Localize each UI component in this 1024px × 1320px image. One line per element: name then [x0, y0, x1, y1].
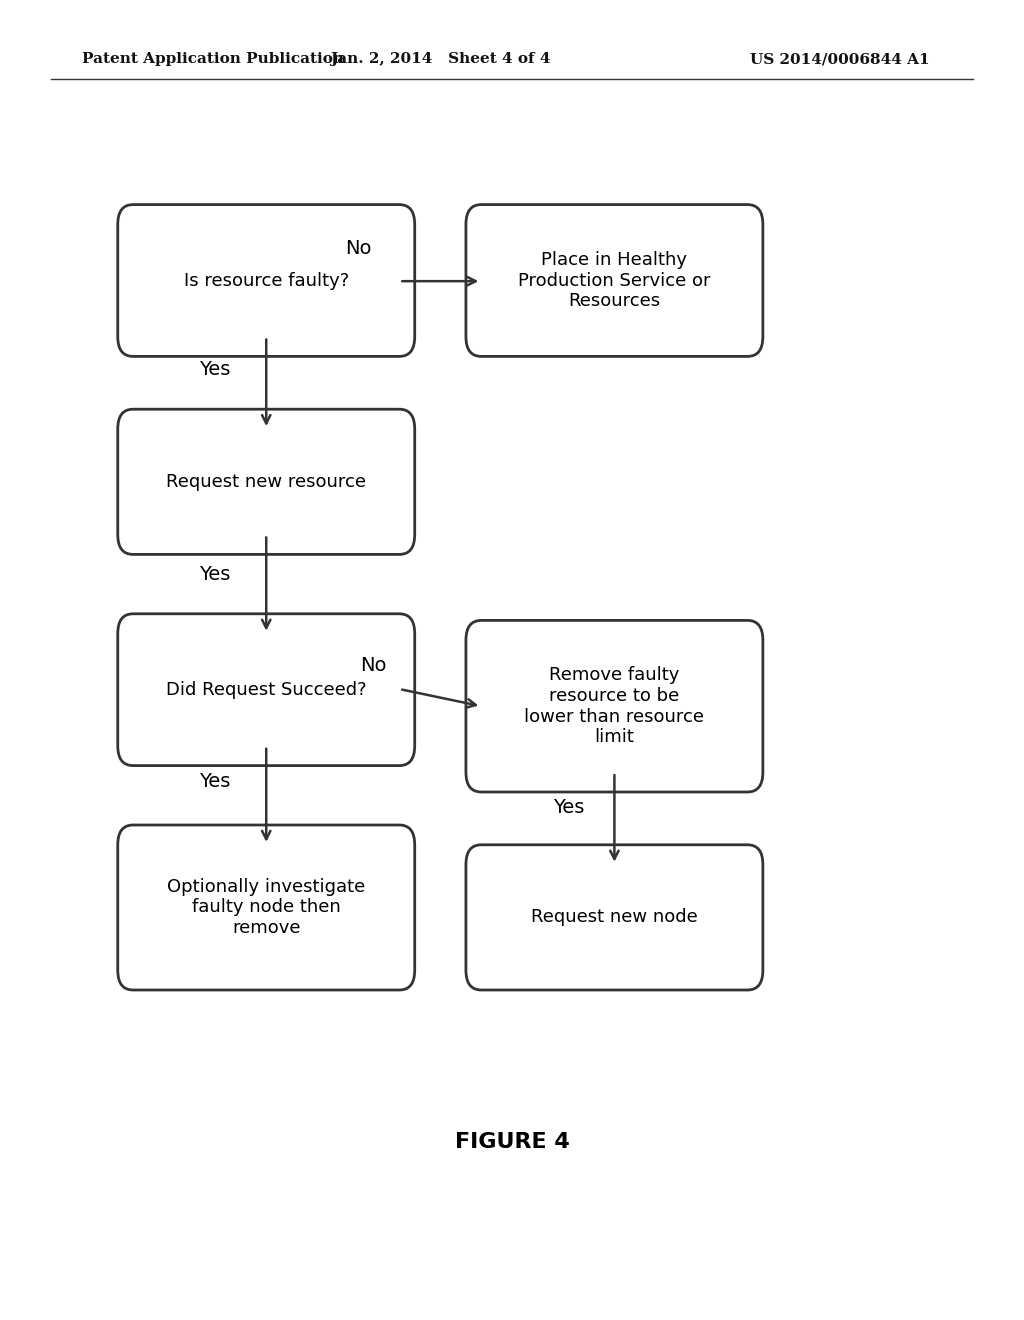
Text: Patent Application Publication: Patent Application Publication — [82, 53, 344, 66]
FancyBboxPatch shape — [466, 845, 763, 990]
Text: Yes: Yes — [200, 565, 230, 583]
Text: Request new node: Request new node — [531, 908, 697, 927]
Text: Jan. 2, 2014   Sheet 4 of 4: Jan. 2, 2014 Sheet 4 of 4 — [330, 53, 551, 66]
Text: Yes: Yes — [553, 799, 584, 817]
Text: Place in Healthy
Production Service or
Resources: Place in Healthy Production Service or R… — [518, 251, 711, 310]
Text: Optionally investigate
faulty node then
remove: Optionally investigate faulty node then … — [167, 878, 366, 937]
FancyBboxPatch shape — [466, 205, 763, 356]
FancyBboxPatch shape — [118, 825, 415, 990]
Text: Yes: Yes — [200, 360, 230, 379]
Text: No: No — [360, 656, 387, 675]
FancyBboxPatch shape — [118, 205, 415, 356]
Text: Remove faulty
resource to be
lower than resource
limit: Remove faulty resource to be lower than … — [524, 667, 705, 746]
Text: Request new resource: Request new resource — [166, 473, 367, 491]
Text: Is resource faulty?: Is resource faulty? — [183, 272, 349, 289]
Text: No: No — [345, 239, 372, 257]
FancyBboxPatch shape — [118, 409, 415, 554]
Text: FIGURE 4: FIGURE 4 — [455, 1131, 569, 1152]
Text: Did Request Succeed?: Did Request Succeed? — [166, 681, 367, 698]
FancyBboxPatch shape — [118, 614, 415, 766]
Text: US 2014/0006844 A1: US 2014/0006844 A1 — [750, 53, 930, 66]
FancyBboxPatch shape — [466, 620, 763, 792]
Text: Yes: Yes — [200, 772, 230, 791]
